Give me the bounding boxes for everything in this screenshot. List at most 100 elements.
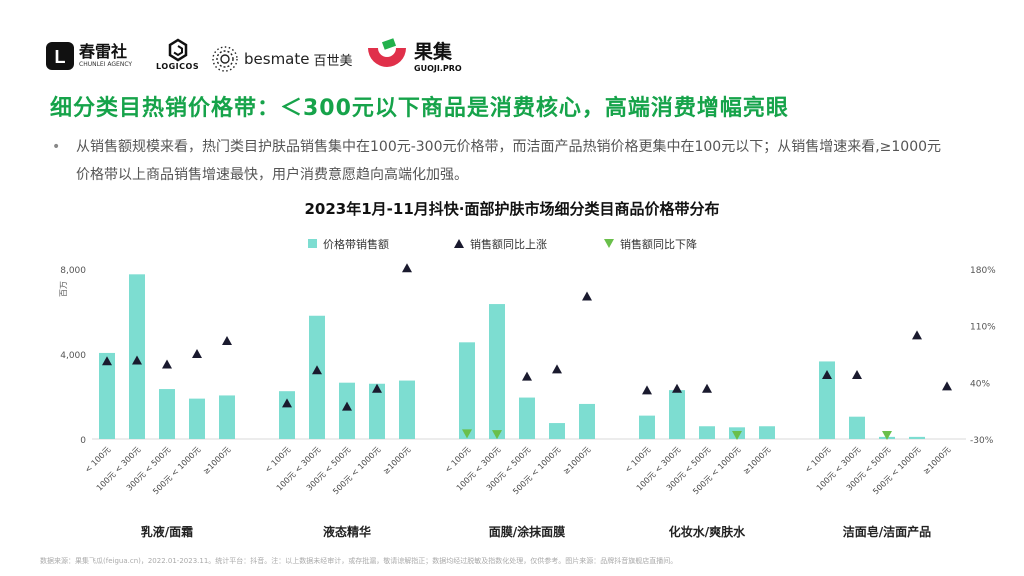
- legend-bar-label: 价格带销售额: [323, 237, 389, 251]
- logicos-logo: LOGICOS: [156, 38, 199, 71]
- price-band-label: ≥1000元: [381, 445, 412, 476]
- y-tick-label-right: 40%: [970, 379, 990, 389]
- price-band-label: < 100元: [263, 445, 292, 474]
- growth-up-marker: [702, 383, 712, 393]
- besmate-cn: 百世美: [313, 53, 353, 69]
- growth-up-marker: [672, 383, 682, 393]
- sales-bar: [279, 391, 295, 439]
- logicos-name: LOGICOS: [156, 62, 200, 71]
- price-band-label: < 100元: [803, 445, 832, 474]
- growth-down-marker: [492, 430, 502, 440]
- price-band-label: < 100元: [83, 445, 112, 474]
- price-band-label: ≥1000元: [741, 445, 772, 476]
- growth-up-marker: [942, 381, 952, 391]
- sales-bar: [849, 416, 865, 439]
- y-axis-unit: 百万: [59, 281, 68, 297]
- chunlei-mark-icon: L: [46, 42, 74, 70]
- growth-up-marker: [582, 291, 592, 301]
- growth-up-marker: [132, 355, 142, 365]
- chunlei-logo: L 春雷社 CHUNLEI AGENCY: [46, 42, 132, 70]
- price-band-chart: 价格带销售额 销售额同比上涨 销售额同比下降 百万 8,000 4,000 0 180…: [59, 237, 996, 539]
- category-label: 液态精华: [323, 524, 371, 539]
- growth-up-marker: [852, 370, 862, 380]
- growth-up-marker: [222, 336, 232, 346]
- sales-bar: [909, 436, 925, 439]
- growth-up-marker: [522, 371, 532, 381]
- logicos-mark-icon: [168, 38, 187, 62]
- growth-up-marker: [102, 356, 112, 366]
- sales-bar: [489, 304, 505, 439]
- price-band-label: < 100元: [443, 445, 472, 474]
- growth-up-marker: [342, 401, 352, 411]
- sales-bar: [579, 403, 595, 439]
- sales-bar: [459, 342, 475, 439]
- y-tick-label-right: 180%: [970, 266, 996, 276]
- y-tick-label-left: 8,000: [60, 266, 86, 276]
- chart-title: 2023年1月-11月抖快·面部护肤市场细分类目商品价格带分布: [304, 200, 720, 218]
- sales-bar: [519, 397, 535, 439]
- growth-up-marker: [402, 263, 412, 273]
- category-label: 乳液/面霜: [141, 524, 193, 539]
- sales-bar: [819, 361, 835, 439]
- chunlei-sub: CHUNLEI AGENCY: [79, 61, 133, 68]
- y-tick-label-right: -30%: [970, 436, 994, 446]
- chunlei-name: 春雷社: [79, 42, 128, 61]
- guoji-cn: 果集: [414, 41, 453, 63]
- price-band-label: ≥1000元: [561, 445, 592, 476]
- growth-up-marker: [192, 349, 202, 358]
- sales-bar: [339, 382, 355, 439]
- page-headline: 细分类目热销价格带：＜300元以下商品是消费核心，高端消费增幅亮眼: [50, 96, 789, 121]
- growth-up-marker: [822, 370, 832, 380]
- chart-legend: 价格带销售额 销售额同比上涨 销售额同比下降: [308, 237, 697, 251]
- price-band-label: ≥1000元: [201, 445, 232, 476]
- growth-down-marker: [732, 430, 742, 440]
- sales-bar: [549, 423, 565, 439]
- sales-bar: [399, 380, 415, 439]
- legend-down-icon: [604, 239, 614, 248]
- category-label: 面膜/涂抹面膜: [489, 524, 565, 539]
- growth-up-marker: [912, 330, 922, 340]
- chart-plot: [99, 263, 952, 440]
- logo-bar: L 春雷社 CHUNLEI AGENCY LOGICOS besmate 百世美: [46, 36, 486, 82]
- legend-up-label: 销售额同比上涨: [470, 237, 547, 251]
- besmate-mark-icon: [212, 46, 238, 72]
- guoji-mark-icon: [368, 38, 406, 67]
- besmate-en: besmate: [244, 50, 310, 68]
- growth-up-marker: [552, 364, 562, 374]
- legend-bar-swatch: [308, 239, 317, 248]
- growth-down-marker: [882, 430, 892, 440]
- sales-bar: [369, 383, 385, 439]
- growth-up-marker: [642, 385, 652, 395]
- sales-bar: [639, 415, 655, 439]
- bullet-dot: •: [52, 139, 61, 155]
- sales-bar: [759, 426, 775, 439]
- legend-down-label: 销售额同比下降: [620, 237, 697, 251]
- price-band-label: ≥1000元: [921, 445, 952, 476]
- sales-bar: [309, 315, 325, 439]
- sales-bar: [669, 390, 685, 439]
- sales-bar: [159, 389, 175, 439]
- guoji-logo: 果集 GUOJI.PRO: [364, 38, 462, 78]
- summary-text: 从销售额规模来看，热门类目护肤品销售集中在100元-300元价格带，而洁面产品热…: [76, 139, 942, 183]
- legend-up-icon: [454, 239, 464, 248]
- summary-bullet: • 从销售额规模来看，热门类目护肤品销售集中在100元-300元价格带，而洁面产…: [52, 133, 952, 189]
- y-tick-label-left: 0: [80, 436, 86, 446]
- growth-up-marker: [282, 398, 292, 408]
- growth-up-marker: [312, 365, 322, 375]
- svg-text:L: L: [55, 47, 66, 67]
- sales-bar: [699, 426, 715, 439]
- data-source-footnote: 数据来源：果集飞瓜(feigua.cn)，2022.01-2023.11。统计平…: [40, 557, 678, 565]
- category-label: 洁面皂/洁面产品: [843, 524, 931, 539]
- sales-bar: [99, 352, 115, 439]
- growth-up-marker: [162, 359, 172, 369]
- growth-down-marker: [462, 429, 472, 439]
- sales-bar: [219, 395, 235, 439]
- price-band-label: < 100元: [623, 445, 652, 474]
- besmate-logo: besmate 百世美: [210, 44, 353, 74]
- sales-bar: [189, 398, 205, 439]
- category-label: 化妆水/爽肤水: [669, 524, 746, 539]
- y-tick-label-right: 110%: [970, 323, 996, 333]
- growth-up-marker: [372, 383, 382, 393]
- y-tick-label-left: 4,000: [60, 351, 86, 361]
- guoji-en: GUOJI.PRO: [414, 64, 462, 73]
